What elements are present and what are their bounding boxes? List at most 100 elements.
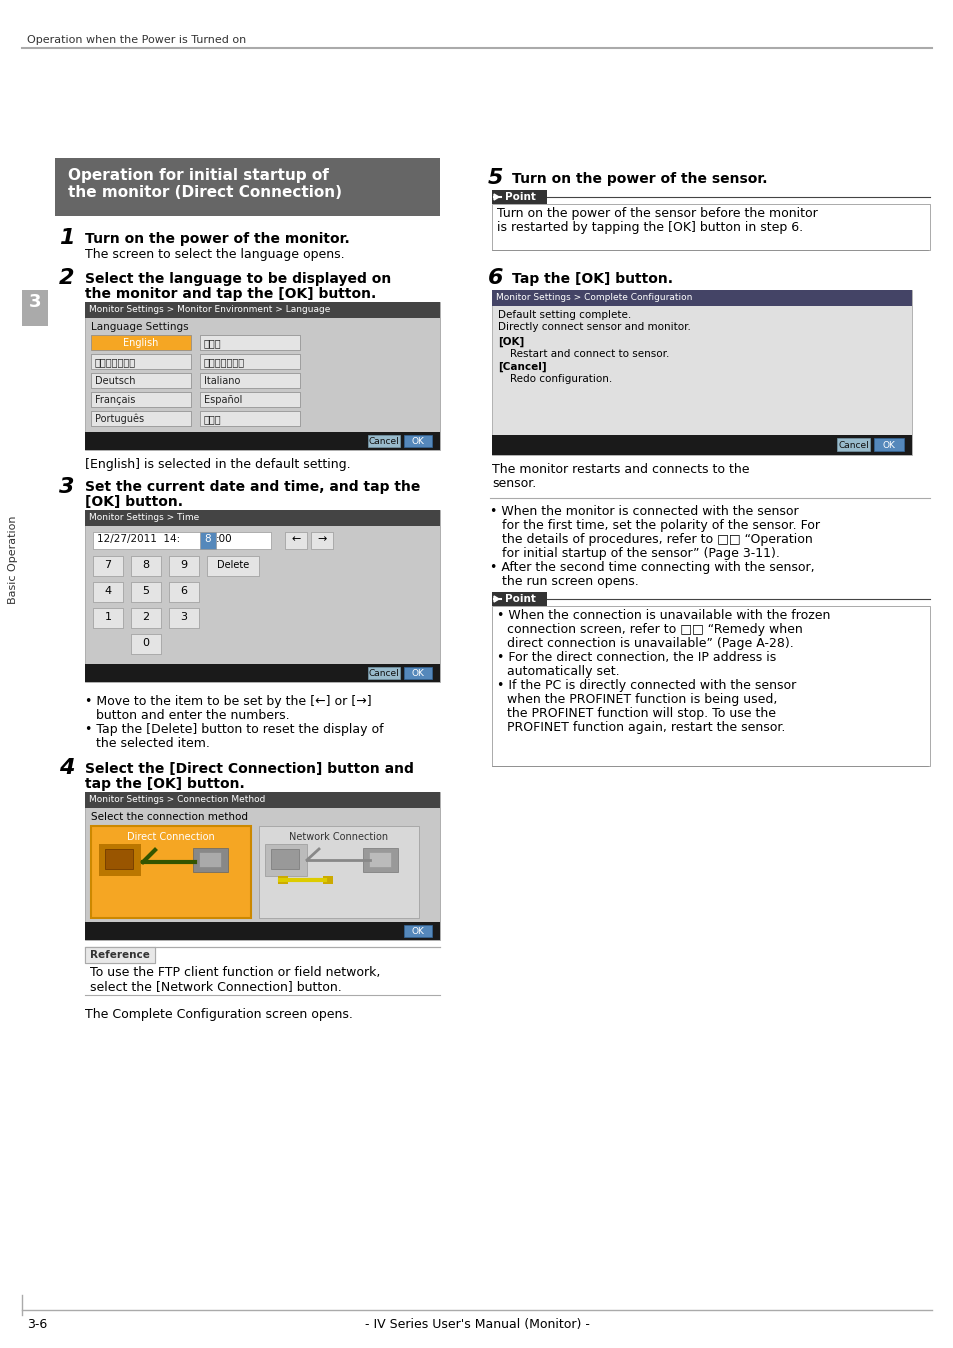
- Text: Operation for initial startup of: Operation for initial startup of: [68, 168, 329, 183]
- Bar: [55, 158, 439, 216]
- Bar: [363, 848, 397, 872]
- Text: Basic Operation: Basic Operation: [8, 516, 18, 604]
- Bar: [200, 373, 299, 388]
- Text: Monitor Settings > Monitor Environment > Language: Monitor Settings > Monitor Environment >…: [89, 305, 330, 314]
- Text: Select the language to be displayed on: Select the language to be displayed on: [85, 272, 391, 286]
- Bar: [492, 290, 911, 456]
- Text: 9: 9: [180, 559, 188, 570]
- Text: Deutsch: Deutsch: [95, 376, 135, 386]
- Text: 中文（简体字）: 中文（简体字）: [95, 357, 136, 367]
- Bar: [200, 355, 299, 369]
- Text: 2: 2: [59, 268, 74, 288]
- Text: Default setting complete.: Default setting complete.: [497, 310, 631, 319]
- Text: [English] is selected in the default setting.: [English] is selected in the default set…: [85, 458, 351, 470]
- Text: connection screen, refer to □□ “Remedy when: connection screen, refer to □□ “Remedy w…: [506, 623, 801, 636]
- Text: Tap the [OK] button.: Tap the [OK] button.: [512, 272, 672, 286]
- Text: 5: 5: [142, 586, 150, 596]
- Bar: [492, 190, 546, 204]
- Bar: [92, 582, 123, 603]
- Bar: [285, 532, 307, 549]
- Text: • For the direct connection, the IP address is: • For the direct connection, the IP addr…: [497, 651, 776, 665]
- Text: for initial startup of the sensor” (Page 3-11).: for initial startup of the sensor” (Page…: [501, 547, 779, 559]
- Text: 日本語: 日本語: [204, 338, 221, 348]
- Bar: [91, 392, 191, 407]
- Text: Point: Point: [504, 594, 536, 604]
- Text: Turn on the power of the monitor.: Turn on the power of the monitor.: [85, 232, 350, 245]
- Bar: [85, 665, 439, 682]
- Bar: [207, 555, 258, 576]
- Bar: [492, 592, 546, 607]
- Text: Français: Français: [95, 395, 135, 404]
- Bar: [92, 555, 123, 576]
- Text: • After the second time connecting with the sensor,: • After the second time connecting with …: [490, 561, 814, 574]
- Text: 中文（繁體字）: 中文（繁體字）: [204, 357, 245, 367]
- Bar: [368, 667, 399, 679]
- Bar: [492, 607, 929, 766]
- Bar: [85, 922, 439, 940]
- Bar: [85, 510, 439, 682]
- Text: automatically set.: automatically set.: [506, 665, 619, 678]
- Bar: [131, 634, 161, 654]
- Text: Español: Español: [204, 395, 242, 404]
- Text: [OK]: [OK]: [497, 337, 524, 348]
- Text: Cancel: Cancel: [368, 669, 399, 678]
- Text: when the PROFINET function is being used,: when the PROFINET function is being used…: [506, 693, 777, 706]
- Bar: [131, 582, 161, 603]
- Text: the selected item.: the selected item.: [96, 737, 210, 749]
- Polygon shape: [494, 596, 498, 603]
- Bar: [131, 608, 161, 628]
- Text: the monitor (Direct Connection): the monitor (Direct Connection): [68, 185, 341, 200]
- Bar: [265, 844, 307, 876]
- Text: Reference: Reference: [90, 950, 150, 960]
- Text: 1: 1: [105, 612, 112, 621]
- Text: 한국어: 한국어: [204, 414, 221, 425]
- Text: 8: 8: [142, 559, 150, 570]
- Text: PROFINET function again, restart the sensor.: PROFINET function again, restart the sen…: [506, 721, 784, 735]
- Text: sensor.: sensor.: [492, 477, 536, 491]
- Text: 2: 2: [142, 612, 150, 621]
- Bar: [873, 438, 903, 452]
- Text: the monitor and tap the [OK] button.: the monitor and tap the [OK] button.: [85, 287, 375, 301]
- Text: The monitor restarts and connects to the: The monitor restarts and connects to the: [492, 462, 749, 476]
- Text: [Cancel]: [Cancel]: [497, 363, 546, 372]
- Bar: [92, 608, 123, 628]
- Text: English: English: [123, 338, 158, 348]
- Bar: [131, 555, 161, 576]
- Text: tap the [OK] button.: tap the [OK] button.: [85, 776, 245, 791]
- Bar: [91, 411, 191, 426]
- Bar: [492, 204, 929, 249]
- Text: • Move to the item to be set by the [←] or [→]: • Move to the item to be set by the [←] …: [85, 696, 372, 708]
- Text: Language Settings: Language Settings: [91, 322, 189, 332]
- Bar: [271, 849, 298, 869]
- Text: Set the current date and time, and tap the: Set the current date and time, and tap t…: [85, 480, 420, 493]
- Bar: [492, 290, 911, 306]
- Text: 6: 6: [488, 268, 503, 288]
- Text: 1: 1: [59, 228, 74, 248]
- Text: 3: 3: [180, 612, 188, 621]
- Bar: [169, 608, 199, 628]
- Bar: [311, 532, 333, 549]
- Bar: [369, 852, 391, 867]
- Polygon shape: [494, 194, 498, 200]
- Text: Monitor Settings > Time: Monitor Settings > Time: [89, 514, 199, 522]
- Text: 7: 7: [104, 559, 112, 570]
- Text: Italiano: Italiano: [204, 376, 240, 386]
- Text: Direct Connection: Direct Connection: [127, 832, 214, 842]
- Text: →: →: [317, 534, 326, 545]
- Text: 3-6: 3-6: [27, 1318, 48, 1330]
- Text: • Tap the [Delete] button to reset the display of: • Tap the [Delete] button to reset the d…: [85, 723, 383, 736]
- Bar: [836, 438, 869, 452]
- Bar: [200, 336, 299, 350]
- Bar: [492, 435, 911, 456]
- Bar: [277, 876, 288, 884]
- Bar: [85, 793, 439, 940]
- Text: OK: OK: [411, 927, 424, 936]
- Bar: [200, 392, 299, 407]
- Bar: [323, 876, 333, 884]
- Text: 3: 3: [29, 293, 41, 311]
- Bar: [85, 948, 154, 962]
- Text: 0: 0: [142, 638, 150, 648]
- Text: Português: Português: [95, 414, 144, 425]
- Bar: [91, 373, 191, 388]
- Text: is restarted by tapping the [OK] button in step 6.: is restarted by tapping the [OK] button …: [497, 221, 802, 235]
